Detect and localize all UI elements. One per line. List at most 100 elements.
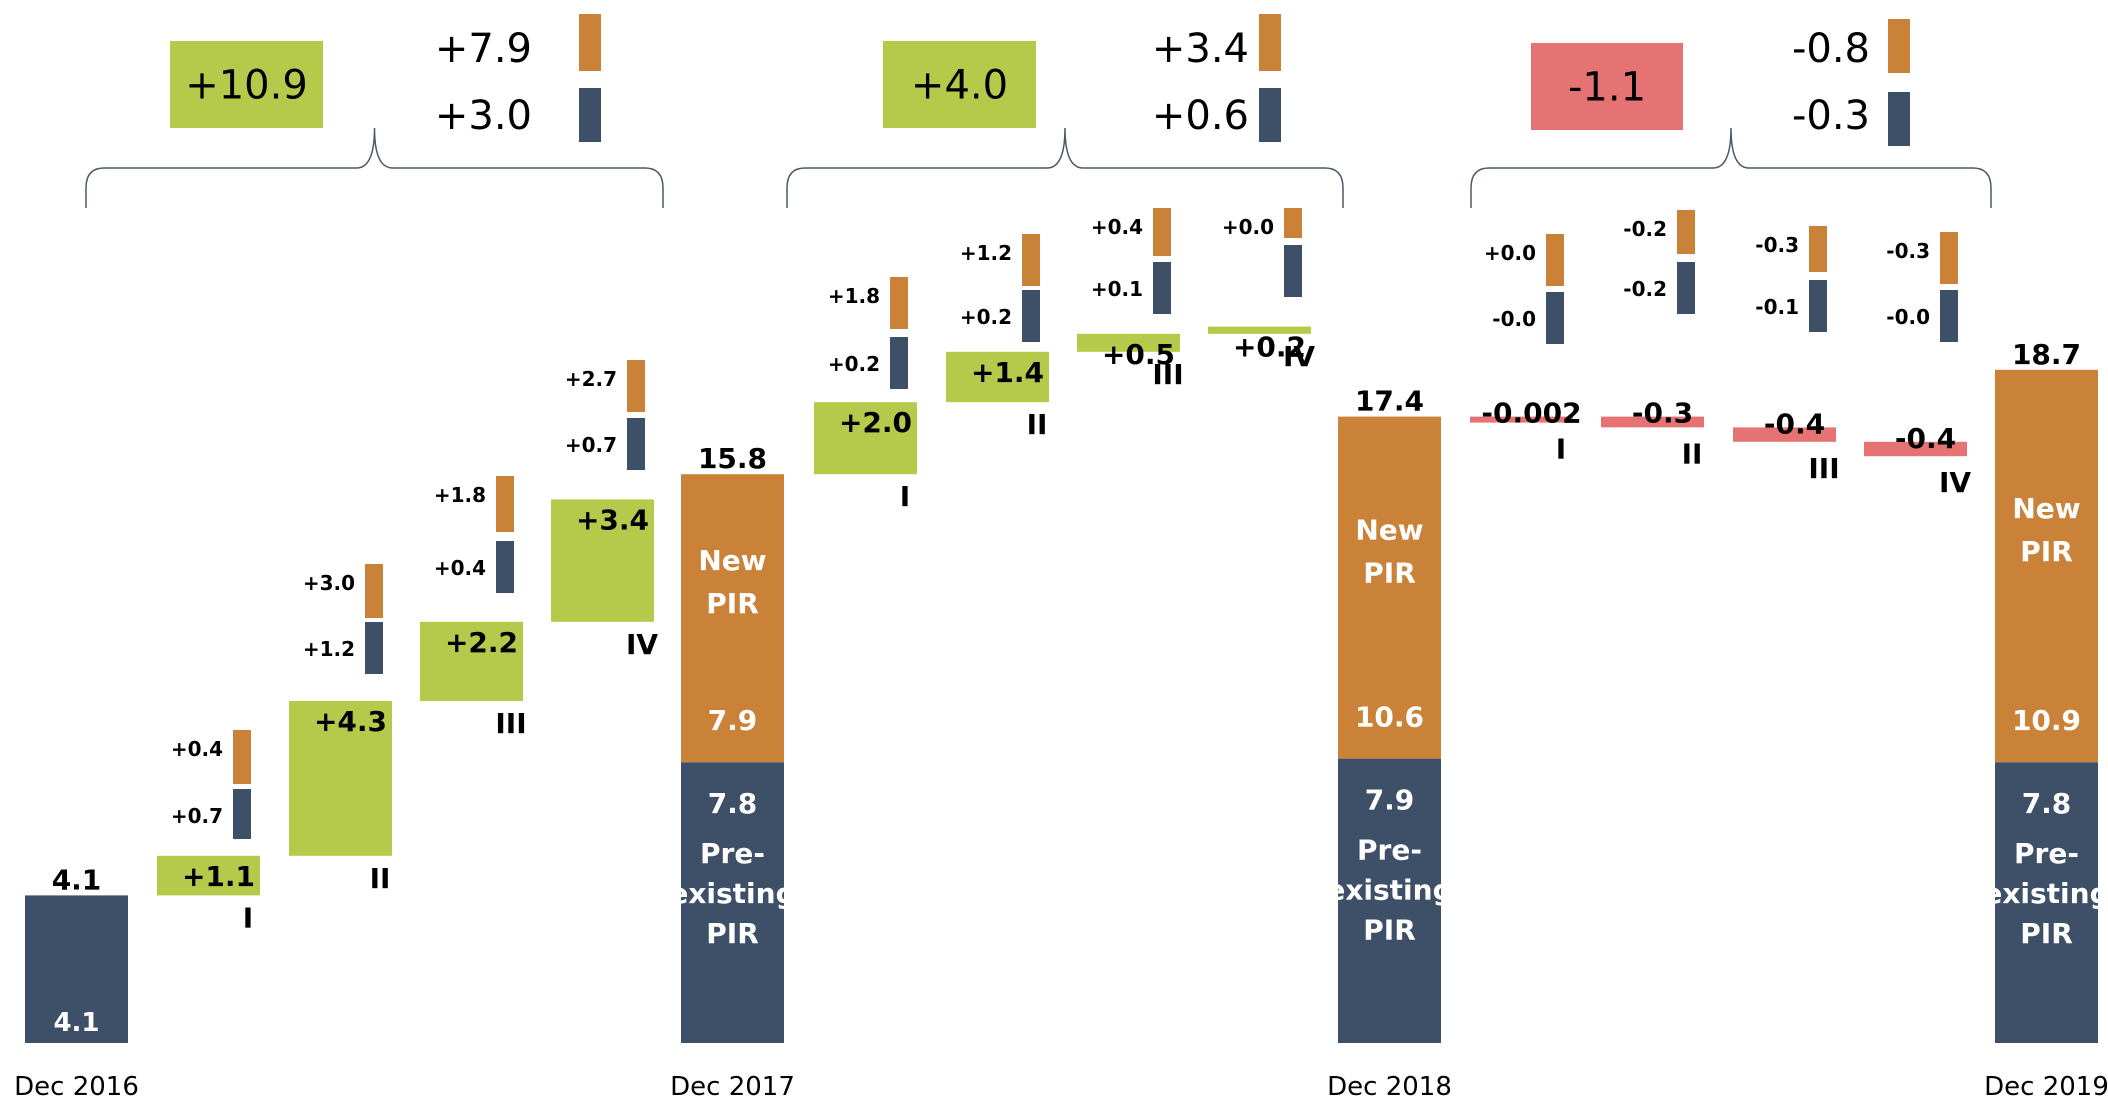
quarter-delta-label: +1.1 bbox=[182, 860, 255, 893]
quarter-new-label: -0.2 bbox=[1623, 217, 1667, 241]
quarter-preexisting-indicator bbox=[1022, 290, 1040, 342]
bar-preexisting-0 bbox=[25, 895, 128, 1043]
quarter-label: II bbox=[1682, 437, 1703, 470]
quarter-new-label: +0.0 bbox=[1222, 215, 1274, 239]
quarter-preexisting-label: -0.0 bbox=[1886, 305, 1930, 329]
quarter-new-label: +0.4 bbox=[1091, 215, 1143, 239]
year-preexisting-label: +3.0 bbox=[435, 93, 532, 139]
quarter-preexisting-indicator bbox=[1677, 262, 1695, 314]
quarter-new-indicator bbox=[233, 730, 251, 784]
quarter-preexisting-indicator bbox=[1940, 290, 1958, 342]
quarter-delta-label: -0.002 bbox=[1481, 397, 1581, 430]
year-bracket bbox=[786, 127, 1344, 208]
quarter-preexisting-indicator bbox=[365, 622, 383, 674]
quarter-preexisting-indicator bbox=[890, 337, 908, 389]
year-new-swatch bbox=[1259, 14, 1281, 71]
quarter-delta-bar bbox=[1208, 326, 1311, 334]
quarter-preexisting-indicator bbox=[1284, 245, 1302, 297]
quarter-delta-bar bbox=[157, 855, 260, 896]
quarter-preexisting-label: +0.1 bbox=[1091, 277, 1143, 301]
year-bracket bbox=[85, 127, 664, 208]
quarter-new-label: +1.2 bbox=[960, 241, 1012, 265]
quarter-delta-label: +4.3 bbox=[314, 705, 387, 738]
bar-new-2 bbox=[1338, 416, 1441, 759]
quarter-delta-label: -0.4 bbox=[1895, 422, 1956, 455]
quarter-delta-label: +2.2 bbox=[445, 626, 518, 659]
quarter-delta-bar bbox=[289, 701, 392, 856]
quarter-preexisting-indicator bbox=[233, 789, 251, 839]
quarter-new-indicator bbox=[627, 360, 645, 412]
quarter-label: I bbox=[900, 480, 910, 513]
quarter-delta-label: +2.0 bbox=[839, 406, 912, 439]
quarter-delta-bar bbox=[814, 402, 917, 475]
quarter-new-indicator bbox=[890, 277, 908, 329]
quarter-label: I bbox=[1556, 433, 1566, 466]
quarter-new-indicator bbox=[1546, 234, 1564, 286]
quarter-label: II bbox=[370, 862, 391, 895]
x-tick-label: Dec 2018 bbox=[1327, 1072, 1452, 1102]
quarter-delta-label: +0.2 bbox=[1233, 331, 1306, 364]
quarter-new-indicator bbox=[365, 564, 383, 618]
quarter-new-label: +0.4 bbox=[171, 737, 223, 761]
preexisting-value-label: 7.8 bbox=[2022, 787, 2072, 820]
quarter-label: IV bbox=[1283, 340, 1315, 373]
x-tick-label: Dec 2017 bbox=[670, 1072, 795, 1102]
quarter-preexisting-indicator bbox=[627, 418, 645, 470]
year-preexisting-swatch bbox=[1888, 92, 1910, 146]
quarter-delta-bar bbox=[1077, 333, 1180, 352]
quarter-delta-label: +1.4 bbox=[971, 356, 1044, 389]
quarter-preexisting-label: -0.2 bbox=[1623, 277, 1667, 301]
quarter-new-indicator bbox=[1809, 226, 1827, 272]
year-total-label: -1.1 bbox=[1568, 65, 1646, 111]
quarter-delta-bar bbox=[946, 351, 1049, 403]
year-new-label: +7.9 bbox=[435, 26, 532, 72]
quarter-preexisting-label: +0.7 bbox=[565, 433, 617, 457]
quarter-preexisting-label: -0.1 bbox=[1755, 295, 1799, 319]
quarter-new-label: +0.0 bbox=[1484, 241, 1536, 265]
bar-preexisting-1 bbox=[681, 762, 784, 1043]
new-pir-text: New bbox=[698, 544, 766, 577]
quarter-label: III bbox=[1808, 452, 1839, 485]
year-total-label: +4.0 bbox=[911, 63, 1008, 109]
bar-new-1 bbox=[681, 474, 784, 763]
quarter-delta-bar bbox=[1601, 416, 1704, 428]
quarter-preexisting-indicator bbox=[1809, 280, 1827, 332]
quarter-preexisting-label: +1.2 bbox=[303, 637, 355, 661]
quarter-delta-bar bbox=[551, 499, 654, 622]
quarter-preexisting-label: +0.2 bbox=[960, 305, 1012, 329]
quarter-new-indicator bbox=[1940, 232, 1958, 284]
quarter-preexisting-indicator bbox=[1153, 262, 1171, 314]
preexisting-pir-text: existing bbox=[669, 877, 795, 910]
quarter-delta-bar bbox=[1733, 427, 1836, 442]
year-bracket bbox=[1470, 127, 1992, 208]
year-preexisting-label: +0.6 bbox=[1152, 93, 1249, 139]
quarter-label: III bbox=[1152, 358, 1183, 391]
new-value-label: 10.9 bbox=[2012, 704, 2081, 737]
year-new-swatch bbox=[579, 14, 601, 71]
preexisting-pir-text: PIR bbox=[706, 917, 759, 950]
quarter-new-indicator bbox=[1022, 234, 1040, 286]
year-total-box bbox=[883, 41, 1036, 128]
year-new-label: +3.4 bbox=[1152, 26, 1249, 72]
quarter-new-label: +1.8 bbox=[828, 284, 880, 308]
quarter-new-indicator bbox=[1677, 210, 1695, 254]
quarter-new-label: -0.3 bbox=[1755, 233, 1799, 257]
total-label: 15.8 bbox=[698, 442, 767, 475]
quarter-delta-bar bbox=[1470, 416, 1573, 423]
quarter-new-indicator bbox=[1284, 208, 1302, 238]
quarter-preexisting-label: -0.0 bbox=[1492, 307, 1536, 331]
year-total-box bbox=[170, 41, 323, 128]
bar-preexisting-2 bbox=[1338, 758, 1441, 1043]
quarter-preexisting-label: +0.4 bbox=[434, 556, 486, 580]
quarter-label: IV bbox=[1939, 466, 1971, 499]
preexisting-pir-text: Pre- bbox=[2014, 837, 2079, 870]
new-pir-text: PIR bbox=[2020, 535, 2073, 568]
year-preexisting-swatch bbox=[579, 88, 601, 142]
total-label: 17.4 bbox=[1355, 385, 1424, 418]
total-label: 18.7 bbox=[2012, 338, 2081, 371]
preexisting-pir-text: existing bbox=[1983, 877, 2108, 910]
quarter-new-label: +3.0 bbox=[303, 571, 355, 595]
quarter-label: III bbox=[495, 707, 526, 740]
x-tick-label: Dec 2019 bbox=[1984, 1072, 2108, 1102]
